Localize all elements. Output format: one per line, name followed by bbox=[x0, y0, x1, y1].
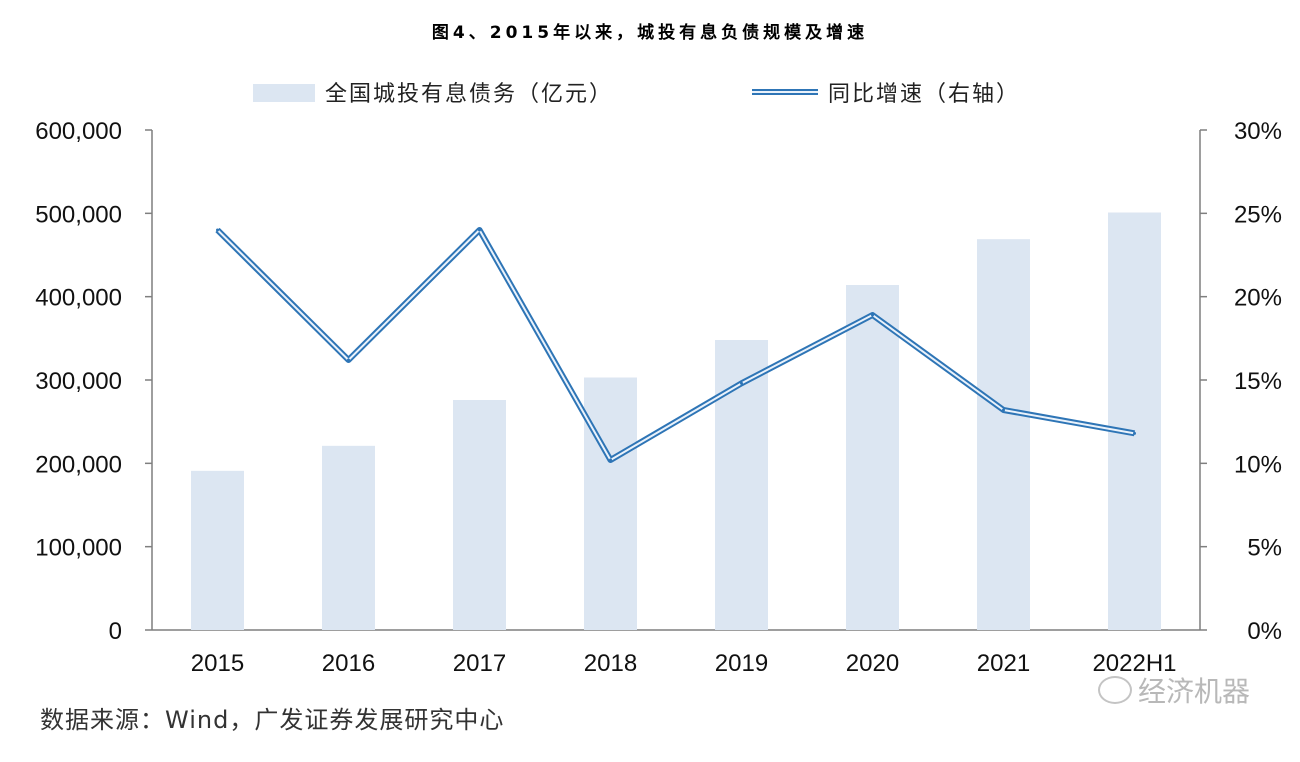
bar bbox=[584, 377, 637, 630]
growth-line-inner bbox=[216, 229, 1135, 461]
bar-series bbox=[191, 212, 1161, 630]
line-point bbox=[1002, 408, 1005, 412]
bar bbox=[977, 239, 1030, 630]
source-note: 数据来源：Wind，广发证券发展研究中心 bbox=[40, 706, 505, 734]
x-tick-label: 2021 bbox=[977, 650, 1030, 677]
chart-title: 图4、2015年以来，城投有息负债规模及增速 bbox=[431, 23, 869, 43]
line-point bbox=[871, 313, 874, 317]
legend: 全国城投有息债务（亿元） 同比增速（右轴） bbox=[253, 82, 1020, 107]
bar bbox=[191, 470, 244, 630]
x-tick-label: 2022H1 bbox=[1092, 650, 1176, 677]
legend-bar-label: 全国城投有息债务（亿元） bbox=[325, 82, 613, 107]
line-point bbox=[347, 358, 350, 362]
tick-labels: 0 0% 100,000 5% 200,000 10% 300,000 15% 400,000 2… bbox=[35, 118, 1282, 677]
y-tick-label-right: 30% bbox=[1234, 118, 1282, 145]
y-tick-label-left: 300,000 bbox=[35, 368, 122, 395]
legend-bar-swatch bbox=[253, 84, 315, 102]
y-tick-label-right: 25% bbox=[1234, 201, 1282, 228]
line-point bbox=[609, 458, 612, 462]
y-tick-label-left: 0 bbox=[109, 618, 122, 645]
watermark: 经济机器 bbox=[1098, 670, 1250, 710]
line-point bbox=[216, 228, 219, 232]
x-tick-label: 2019 bbox=[715, 650, 768, 677]
y-tick-label-right: 15% bbox=[1234, 368, 1282, 395]
x-tick-label: 2018 bbox=[584, 650, 637, 677]
x-tick-label: 2015 bbox=[191, 650, 244, 677]
bar bbox=[715, 340, 768, 630]
line-point bbox=[740, 381, 743, 385]
x-tick-label: 2017 bbox=[453, 650, 506, 677]
y-tick-label-left: 500,000 bbox=[35, 201, 122, 228]
y-tick-label-right: 5% bbox=[1247, 535, 1282, 562]
y-tick-label-left: 100,000 bbox=[35, 535, 122, 562]
line-point bbox=[478, 228, 481, 232]
watermark-text: 经济机器 bbox=[1138, 675, 1251, 708]
y-tick-label-left: 400,000 bbox=[35, 285, 122, 312]
x-tick-label: 2020 bbox=[846, 650, 899, 677]
bar bbox=[453, 400, 506, 630]
wechat-icon bbox=[1098, 676, 1132, 704]
axes bbox=[145, 129, 1207, 631]
legend-line-label: 同比增速（右轴） bbox=[828, 82, 1020, 107]
y-tick-label-right: 0% bbox=[1247, 618, 1282, 645]
line-point bbox=[1133, 431, 1136, 435]
line-series bbox=[215, 227, 1136, 463]
bar bbox=[1108, 212, 1161, 630]
x-tick-label: 2016 bbox=[322, 650, 375, 677]
y-tick-label-right: 10% bbox=[1234, 451, 1282, 478]
y-tick-label-right: 20% bbox=[1234, 285, 1282, 312]
bar bbox=[846, 285, 899, 630]
y-tick-label-left: 200,000 bbox=[35, 451, 122, 478]
y-tick-label-left: 600,000 bbox=[35, 118, 122, 145]
bar bbox=[322, 445, 375, 630]
